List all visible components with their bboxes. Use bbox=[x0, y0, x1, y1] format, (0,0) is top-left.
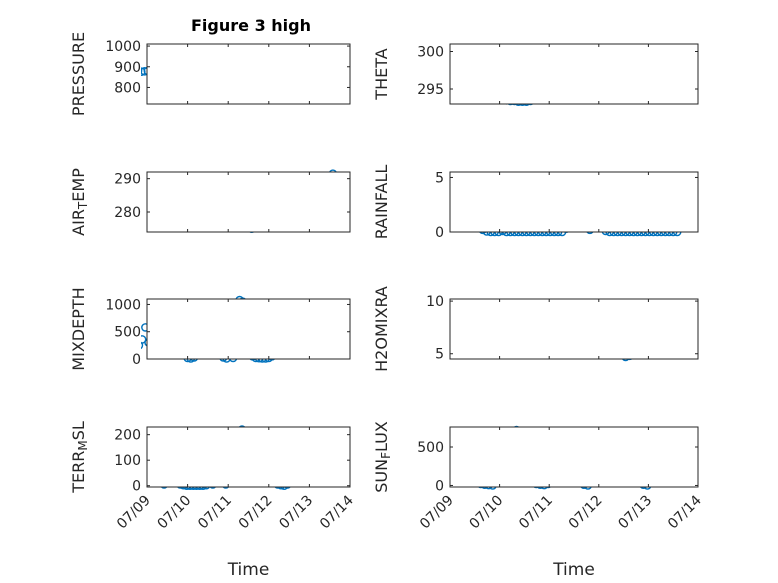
axes-box bbox=[146, 426, 351, 488]
y-axis-label: TERRMSL bbox=[69, 421, 90, 494]
x-axis-label: Time bbox=[552, 560, 595, 580]
x-tick-label: 07/09 bbox=[417, 493, 457, 533]
y-tick-label: 900 bbox=[114, 60, 141, 76]
y-tick-label: 500 bbox=[114, 325, 141, 341]
x-tick-label: 07/10 bbox=[155, 493, 195, 533]
subplot-mixdepth: 0 500 1000 MIXDEPTH bbox=[69, 287, 351, 371]
x-tick-label: 07/10 bbox=[467, 493, 507, 533]
x-tick-label: 07/14 bbox=[317, 492, 357, 532]
y-tick-label: 0 bbox=[132, 479, 141, 495]
x-axis-label: Time bbox=[227, 560, 270, 580]
y-tick-label: 10 bbox=[426, 294, 444, 310]
y-axis-label: PRESSURE bbox=[69, 32, 88, 116]
x-tick-label: 07/14 bbox=[665, 492, 705, 532]
axes-box bbox=[146, 298, 351, 360]
y-tick-label: 1000 bbox=[105, 297, 141, 313]
x-tick-label: 07/12 bbox=[566, 493, 606, 533]
y-tick-label: 100 bbox=[114, 453, 141, 469]
y-tick-label: 0 bbox=[435, 225, 444, 241]
axes-box bbox=[449, 43, 699, 105]
y-tick-label: 295 bbox=[417, 82, 444, 98]
y-tick-label: 200 bbox=[114, 428, 141, 444]
x-tick-label: 07/11 bbox=[195, 493, 235, 533]
y-tick-label: 5 bbox=[435, 170, 444, 186]
data-point bbox=[128, 343, 135, 350]
subplot-terr-msl: 0 100 200 TERRMSL 07/09 07/10 07/11 07/12 07/13 0… bbox=[69, 421, 357, 580]
subplot-theta: 295 300 THETA bbox=[372, 43, 699, 106]
figure-title: Figure 3 high bbox=[191, 16, 311, 35]
subplot-pressure: 800 900 1000 PRESSURE bbox=[69, 32, 351, 116]
y-tick-label: 5 bbox=[435, 347, 444, 363]
y-tick-label: 0 bbox=[435, 478, 444, 494]
y-axis-label: THETA bbox=[372, 48, 391, 100]
subplot-rainfall: 0 5 RAINFALL bbox=[372, 165, 699, 241]
axes-box bbox=[449, 426, 699, 488]
x-tick-label: 07/11 bbox=[516, 493, 556, 533]
axes-box bbox=[449, 298, 699, 360]
subplot-h2omixra: 5 10 H2OMIXRA bbox=[372, 286, 699, 372]
data-point bbox=[141, 341, 144, 350]
y-tick-label: 500 bbox=[417, 440, 444, 456]
x-tick-label: 07/13 bbox=[276, 493, 316, 533]
y-axis-label: MIXDEPTH bbox=[69, 287, 88, 370]
x-tick-label: 07/13 bbox=[615, 493, 655, 533]
y-tick-label: 1000 bbox=[105, 39, 141, 55]
x-tick-label: 07/12 bbox=[236, 493, 276, 533]
y-tick-label: 290 bbox=[114, 172, 141, 188]
subplot-air-temp: 280 290 AIRTEMP bbox=[69, 168, 351, 236]
y-axis-label: SUNFLUX bbox=[372, 421, 393, 493]
y-axis-label: RAINFALL bbox=[372, 165, 391, 240]
x-tick-label: 07/09 bbox=[114, 493, 154, 533]
y-tick-label: 280 bbox=[114, 205, 141, 221]
y-tick-label: 0 bbox=[132, 352, 141, 368]
subplot-sun-flux: 0 500 SUNFLUX 07/09 07/10 07/11 07/12 07/13 07/1… bbox=[372, 421, 705, 580]
y-axis-label: AIRTEMP bbox=[69, 168, 90, 236]
axes-box bbox=[146, 43, 351, 105]
y-tick-label: 800 bbox=[114, 80, 141, 96]
y-tick-label: 300 bbox=[417, 45, 444, 61]
axes-box bbox=[449, 171, 699, 233]
y-axis-label: H2OMIXRA bbox=[372, 286, 391, 372]
axes-box bbox=[146, 171, 351, 233]
data-point bbox=[141, 335, 147, 344]
